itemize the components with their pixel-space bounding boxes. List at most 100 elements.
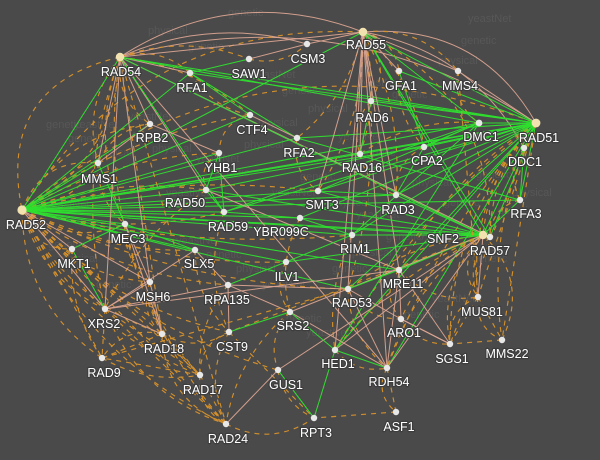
graph-edge-genetic [21,30,364,211]
graph-edge-physical [362,31,491,238]
node-layer[interactable] [17,27,541,428]
graph-edge-physical [334,349,388,369]
graph-edge-coexpression [362,31,388,369]
graph-edge-physical [189,72,537,124]
graph-edge-genetic [17,56,121,211]
graph-edge-coexpression [21,209,106,310]
graph-node-ctf4[interactable] [246,111,254,119]
graph-edge-genetic [104,308,227,425]
graph-node-ilv1[interactable] [282,258,290,266]
graph-edge-physical [21,123,151,211]
graph-node-msh6[interactable] [146,278,154,286]
graph-node-mus81[interactable] [474,293,482,301]
graph-edge-genetic [124,223,227,425]
graph-edge-coexpression [227,284,230,333]
graph-edge-genetic [513,147,525,201]
graph-edge-coexpression [457,70,537,124]
graph-node-slx5[interactable] [191,246,199,254]
graph-edge-genetic [449,296,479,345]
graph-node-rad24[interactable] [222,420,230,428]
graph-edge-physical [21,146,425,211]
graph-node-smt3[interactable] [314,187,322,195]
graph-node-snf2[interactable] [478,230,488,240]
graph-node-srs2[interactable] [286,308,294,316]
graph-node-rad52[interactable] [17,205,27,215]
graph-edge-physical [289,311,336,351]
graph-node-rad57[interactable] [486,233,494,241]
graph-edge-coexpression [359,31,364,155]
graph-node-aro1[interactable] [397,315,405,323]
graph-edge-coexpression [119,31,364,58]
edge-layer [21,31,537,425]
graph-node-rad54[interactable] [115,52,125,62]
graph-node-csm3[interactable] [303,40,311,48]
graph-node-gfa1[interactable] [395,67,403,75]
graph-edge-coexpression [362,31,397,196]
graph-edge-physical [370,100,537,124]
graph-node-gus1[interactable] [274,366,282,374]
graph-node-hed1[interactable] [331,346,339,354]
graph-node-rad6[interactable] [367,97,375,105]
graph-edge-genetic [362,31,398,196]
graph-node-rdh54[interactable] [383,364,391,372]
graph-node-dmc1[interactable] [475,119,483,127]
graph-edge-coexpression [124,223,151,283]
graph-node-mre11[interactable] [395,266,403,274]
graph-edge-coexpression [277,234,484,371]
graph-node-rfa3[interactable] [516,196,524,204]
graph-node-rad3[interactable] [392,191,400,199]
graph-node-rad59[interactable] [220,208,228,216]
graph-edge-physical [386,122,537,369]
graph-node-cst9[interactable] [225,328,233,336]
graph-edge-physical [313,349,336,419]
graph-node-rpt3[interactable] [310,414,318,422]
graph-node-rad16[interactable] [356,150,364,158]
graph-node-mms1[interactable] [94,159,102,167]
graph-node-yhb1[interactable] [215,149,223,157]
graph-node-xrs2[interactable] [101,305,109,313]
graph-node-rim1[interactable] [348,231,356,239]
graph-edge-genetic [21,185,207,211]
graph-edge-physical [21,122,480,211]
graph-edge-physical [228,311,291,333]
graph-edge-physical [362,31,537,124]
graph-node-rad50[interactable] [202,186,210,194]
graph-edge-coexpression [119,56,151,283]
graph-edge-genetic [362,30,459,72]
graph-node-rfa1[interactable] [186,69,194,77]
graph-node-mms4[interactable] [454,67,462,75]
graph-node-mec3[interactable] [121,220,129,228]
graph-node-sgs1[interactable] [446,340,454,348]
graph-node-rad55[interactable] [358,27,368,37]
graph-node-rad18[interactable] [158,330,166,338]
graph-node-ddc1[interactable] [520,144,528,152]
graph-node-rpb2[interactable] [146,120,154,128]
graph-node-ybr099c[interactable] [296,214,304,222]
graph-edge-coexpression [306,31,364,45]
graph-edge-coexpression [386,234,484,369]
graph-edge-physical [395,194,484,236]
graph-edge-genetic [347,234,484,290]
graph-edge-genetic [477,296,503,341]
graph-edge-genetic [199,331,230,376]
graph-node-cpa2[interactable] [420,143,428,151]
graph-node-rad53[interactable] [344,285,352,293]
graph-edge-physical [223,122,537,213]
graph-node-mkt1[interactable] [68,245,76,253]
graph-node-rfa2[interactable] [293,134,301,142]
graph-edge-physical [317,190,397,196]
graph-node-rad17[interactable] [196,371,204,379]
graph-node-rad9[interactable] [98,354,106,362]
graph-edge-genetic [214,331,230,425]
graph-node-saw1[interactable] [245,55,253,63]
graph-edge-physical [334,122,537,351]
graph-edge-coexpression [334,31,364,351]
graph-node-mms22[interactable] [498,336,506,344]
graph-edge-physical [395,146,425,196]
graph-node-rpa135[interactable] [224,281,232,289]
graph-edge-coexpression [347,288,388,369]
graph-node-rad51[interactable] [531,118,541,128]
graph-edge-genetic [359,121,480,155]
graph-node-asf1[interactable] [392,408,400,416]
